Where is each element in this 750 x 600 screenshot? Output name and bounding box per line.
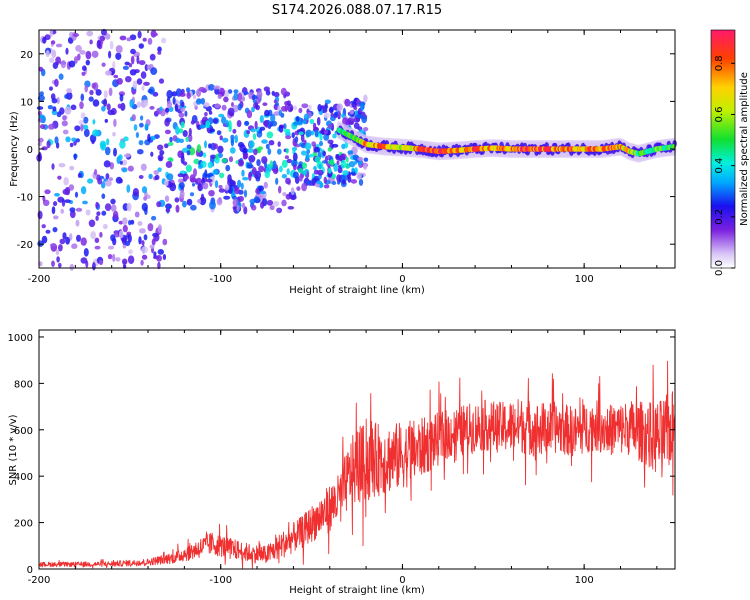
colorbar-tick-label: 0.8 xyxy=(714,55,725,71)
colorbar-label: Normalized spectral amplitude xyxy=(739,72,750,226)
snr-xtick-label: -200 xyxy=(28,575,51,586)
spectrogram-ytick-label: 20 xyxy=(20,50,33,61)
snr-ytick-label: 0 xyxy=(27,565,33,576)
spectrogram-ytick-label: -10 xyxy=(17,193,33,204)
snr-xlabel: Height of straight line (km) xyxy=(289,585,425,596)
snr-ytick-label: 200 xyxy=(14,519,33,530)
spectrogram-xtick-label: 0 xyxy=(399,274,405,285)
spectrogram-ytick-label: 0 xyxy=(27,145,33,156)
snr-frame xyxy=(38,329,676,570)
snr-ylabel: SNR (10 * v/v) xyxy=(8,414,19,485)
spectrogram-ytick-label: -20 xyxy=(17,240,33,251)
snr-ytick-label: 600 xyxy=(14,426,33,437)
snr-trace xyxy=(38,360,676,569)
snr-xtick-label: 0 xyxy=(399,575,405,586)
figure-title: S174.2026.088.07.17.R15 xyxy=(272,3,442,18)
colorbar-tick-label: 0.4 xyxy=(714,158,725,174)
snr-ytick-label: 800 xyxy=(14,379,33,390)
snr-xtick-label: -100 xyxy=(209,575,232,586)
snr-xtick-label: 100 xyxy=(575,575,594,586)
spectrogram-noise-texture xyxy=(36,28,369,271)
colorbar-tick-label: 0.2 xyxy=(714,209,725,225)
colorbar-gradient xyxy=(710,29,736,269)
spectrogram-xtick-label: -100 xyxy=(209,274,232,285)
colorbar-tick-label: 0.0 xyxy=(714,260,725,276)
colorbar-tick-label: 0.6 xyxy=(714,107,725,123)
spectrogram-xlabel: Height of straight line (km) xyxy=(289,285,425,296)
snr-ytick-label: 1000 xyxy=(8,333,33,344)
spectrogram-xtick-label: -200 xyxy=(28,274,51,285)
colorbar: 0.0 0.2 0.4 0.6 0.8 Normalized spectral ampl… xyxy=(710,29,750,276)
carrier-track xyxy=(336,127,676,157)
spectrogram-xtick-label: 100 xyxy=(575,274,594,285)
spectrogram-ylabel: Frequency (Hz) xyxy=(9,111,20,187)
snr-ytick-label: 400 xyxy=(14,472,33,483)
spectrogram-data xyxy=(36,28,677,271)
snr-data xyxy=(38,360,676,569)
colorbar-ticks: 0.0 0.2 0.4 0.6 0.8 xyxy=(714,55,735,276)
spectrogram-ytick-label: 10 xyxy=(20,97,33,108)
